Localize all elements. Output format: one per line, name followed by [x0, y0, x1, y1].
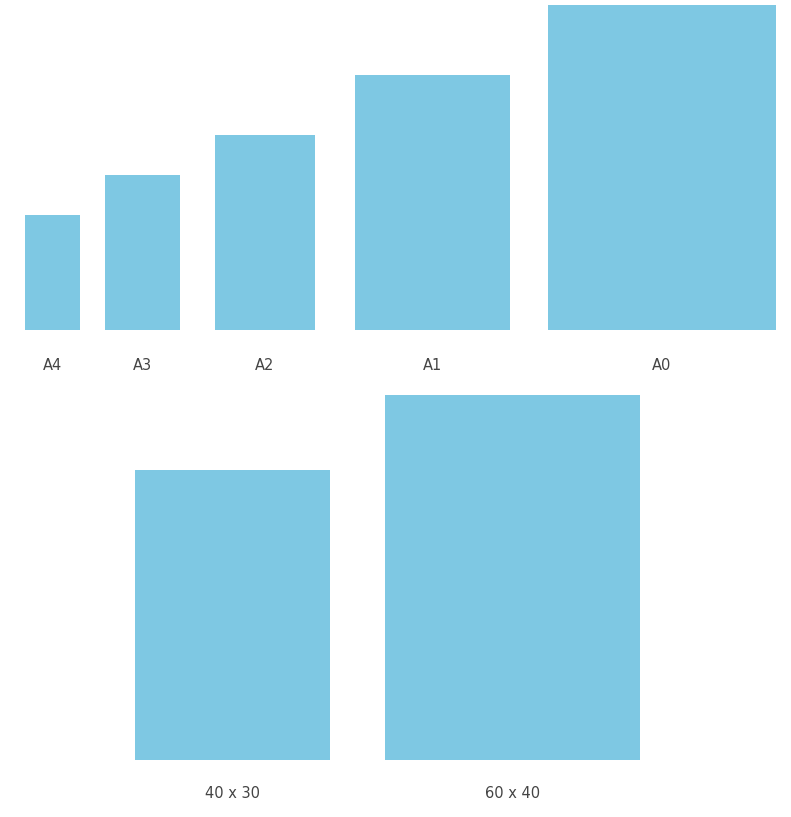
- Text: 60 x 40: 60 x 40: [485, 786, 540, 801]
- Bar: [355, 75, 510, 330]
- Bar: [385, 395, 640, 760]
- Text: 40 x 30: 40 x 30: [205, 786, 260, 801]
- Bar: [548, 5, 776, 330]
- Bar: [105, 175, 180, 330]
- Text: A1: A1: [423, 358, 442, 373]
- Text: A0: A0: [653, 358, 672, 373]
- Text: A3: A3: [133, 358, 152, 373]
- Bar: [25, 215, 80, 330]
- Text: A2: A2: [255, 358, 274, 373]
- Bar: [215, 135, 315, 330]
- Text: A4: A4: [43, 358, 62, 373]
- Bar: [135, 470, 330, 760]
